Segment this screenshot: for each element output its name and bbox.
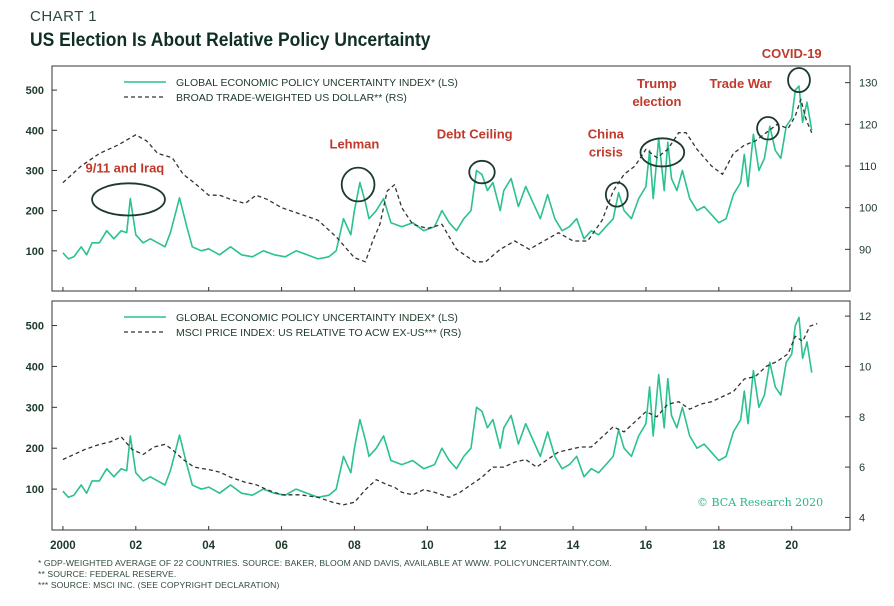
annotation-label: Trade War (709, 76, 771, 91)
top-legend-label: GLOBAL ECONOMIC POLICY UNCERTAINTY INDEX… (176, 77, 458, 89)
highlight-ellipse (468, 159, 496, 185)
top-panel-frame: 100 200 300 400 500 90 100 110 120 130 GLOBAL ECON… (26, 65, 877, 292)
top-right-tick-label: 90 (859, 244, 871, 256)
top-left-tick-label: 500 (26, 85, 44, 97)
bottom-right-tick-label: 4 (859, 512, 865, 524)
top-epu-line (62, 85, 813, 260)
bottom-epu-line (62, 316, 813, 499)
bottom-legend-label: MSCI PRICE INDEX: US RELATIVE TO ACW EX-… (176, 327, 461, 339)
highlight-ellipse (639, 137, 686, 168)
annotation-label: Trump (637, 76, 677, 91)
top-left-tick-label: 300 (26, 165, 44, 177)
x-tick-label: 14 (567, 540, 580, 552)
top-panel-border (51, 65, 851, 292)
annotation-label: Lehman (330, 136, 380, 151)
annotation-label: Debt Ceiling (437, 126, 513, 141)
bottom-legend-label: GLOBAL ECONOMIC POLICY UNCERTAINTY INDEX… (176, 312, 458, 324)
chart-title: US Election Is About Relative Policy Unc… (30, 30, 431, 51)
top-left-tick-label: 100 (26, 246, 44, 258)
top-right-tick-label: 130 (859, 78, 877, 90)
top-right-tick-label: 120 (859, 119, 877, 131)
bottom-right-tick-label: 6 (859, 462, 865, 474)
footnote-1: * GDP-WEIGHTED AVERAGE OF 22 COUNTRIES. … (38, 558, 612, 568)
x-axis: 2000 02 04 06 08 10 12 14 16 18 20 (50, 540, 798, 552)
x-tick-label: 06 (275, 540, 288, 552)
bottom-left-tick-label: 500 (26, 321, 44, 333)
annotation-label: COVID-19 (762, 46, 822, 61)
annotation-label: China (588, 126, 625, 141)
copyright-text: © BCA Research 2020 (697, 496, 824, 509)
annotation-label: crisis (589, 144, 623, 159)
x-tick-label: 16 (640, 540, 653, 552)
footnote-2: ** SOURCE: FEDERAL RESERVE. (38, 569, 177, 579)
top-dashed-line (62, 98, 813, 263)
highlight-ellipse (756, 116, 780, 141)
x-tick-label: 12 (494, 540, 507, 552)
x-tick-label: 08 (348, 540, 361, 552)
highlight-ellipse (340, 166, 376, 203)
bottom-dashed-line (62, 322, 818, 506)
annotation-label: 9/11 and Iraq (85, 160, 164, 175)
bottom-left-tick-label: 400 (26, 361, 44, 373)
x-tick-label: 2000 (50, 540, 76, 552)
highlight-ellipse (787, 67, 811, 94)
top-left-tick-label: 200 (26, 206, 44, 218)
highlight-ellipse (91, 182, 166, 217)
x-tick-label: 04 (202, 540, 215, 552)
x-tick-label: 10 (421, 540, 434, 552)
bottom-left-tick-label: 100 (26, 484, 44, 496)
chart-label: CHART 1 (30, 8, 98, 25)
highlight-ellipse (604, 181, 629, 208)
x-tick-label: 02 (129, 540, 142, 552)
top-left-tick-label: 400 (26, 125, 44, 137)
bottom-panel-series (62, 316, 818, 506)
top-right-tick-label: 110 (859, 161, 877, 173)
bottom-left-tick-label: 300 (26, 402, 44, 414)
footnote-3: *** SOURCE: MSCI INC. (SEE COPYRIGHT DEC… (38, 580, 280, 590)
bottom-panel-border (51, 300, 851, 531)
annotation-label: election (632, 94, 681, 109)
bottom-right-tick-label: 10 (859, 361, 871, 373)
bottom-right-tick-label: 12 (859, 311, 871, 323)
x-tick-label: 20 (785, 540, 798, 552)
top-right-tick-label: 100 (859, 203, 877, 215)
bottom-left-tick-label: 200 (26, 443, 44, 455)
bottom-right-tick-label: 8 (859, 412, 865, 424)
x-tick-label: 18 (712, 540, 725, 552)
top-legend-label: BROAD TRADE-WEIGHTED US DOLLAR** (RS) (176, 92, 407, 104)
bottom-panel-frame: 100 200 300 400 500 4 6 8 10 12 GLOBAL ECONOMIC PO… (26, 300, 871, 531)
top-panel-series: 9/11 and Iraq Lehman Debt Ceiling China cris… (62, 46, 822, 263)
